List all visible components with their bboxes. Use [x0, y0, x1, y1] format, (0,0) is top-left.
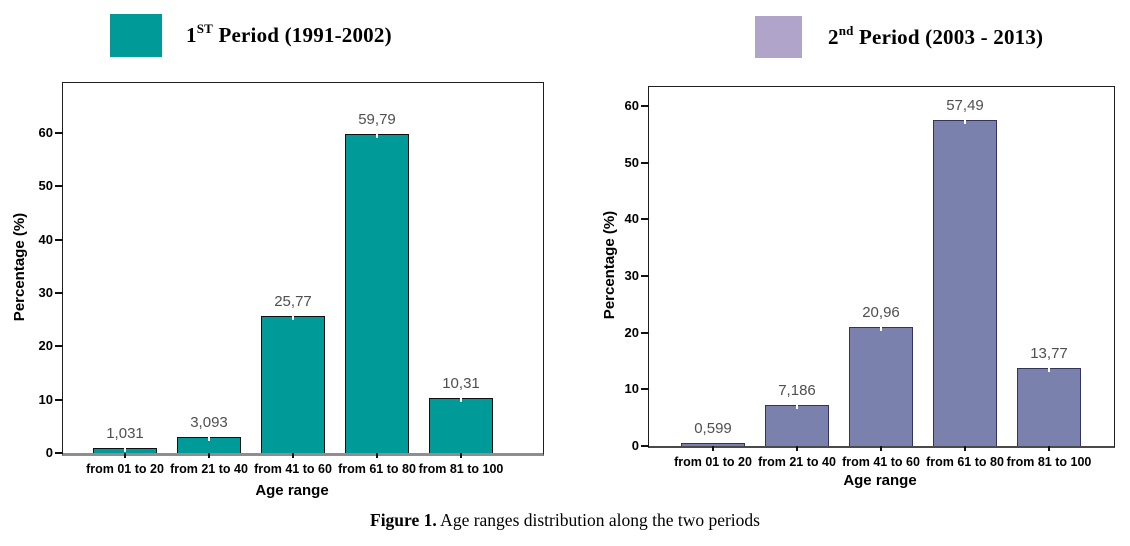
y-tick-label: 10: [624, 381, 639, 397]
x-category-label: from 21 to 40: [170, 462, 248, 476]
y-tick-label: 50: [38, 178, 53, 194]
y-tick-label: 60: [624, 98, 639, 113]
figure-caption: Figure 1. Age ranges distribution along …: [0, 510, 1130, 531]
legend-number: 2: [828, 24, 839, 49]
x-category-label: from 41 to 60: [254, 462, 332, 476]
y-tick-label: 50: [624, 154, 639, 170]
y-tick-label: 60: [38, 125, 53, 140]
y-tick-mark: [55, 132, 63, 134]
bar: [1017, 367, 1081, 446]
bar: [429, 398, 493, 453]
x-axis-title: Age range: [255, 482, 329, 499]
bar-value-label: 25,77: [274, 292, 312, 310]
bar-top-notch: [376, 134, 378, 139]
bar: [849, 327, 913, 446]
x-category-label: from 81 to 100: [1006, 455, 1092, 469]
second-period-color-swatch: [755, 16, 802, 58]
x-tick-mark: [1048, 446, 1050, 451]
legend-text: Period (1991-2002): [213, 23, 392, 47]
x-axis-title: Age range: [843, 472, 917, 489]
y-tick-mark: [55, 452, 63, 454]
x-category-label: from 01 to 20: [674, 455, 752, 469]
x-tick-mark: [880, 446, 882, 451]
y-tick-label: 20: [38, 338, 53, 354]
x-tick-mark: [124, 453, 126, 458]
y-tick-mark: [55, 185, 63, 188]
x-category-label: from 41 to 60: [842, 455, 920, 469]
y-tick-mark: [641, 161, 649, 164]
y-tick-label: 30: [38, 285, 53, 300]
bar-top-notch: [1048, 367, 1050, 372]
legend-number: 1: [186, 23, 197, 47]
bar-value-label: 20,96: [862, 304, 900, 322]
x-tick-mark: [460, 453, 462, 458]
x-tick-mark: [796, 446, 798, 451]
y-tick-label: 40: [624, 211, 639, 227]
bar-top-notch: [292, 315, 294, 320]
y-tick-label: 0: [631, 438, 639, 453]
x-tick-mark: [292, 453, 294, 458]
bar: [933, 120, 997, 446]
legend-text: Period (2003 - 2013): [853, 24, 1044, 49]
y-tick-mark: [55, 292, 63, 294]
bar-top-notch: [964, 120, 966, 125]
y-tick-mark: [641, 445, 649, 447]
x-category-label: from 61 to 80: [926, 455, 1004, 469]
y-tick-mark: [641, 388, 649, 391]
y-tick-mark: [641, 275, 649, 277]
legend-ordinal-suffix: nd: [838, 22, 854, 38]
bar-value-label: 3,093: [190, 413, 228, 431]
y-tick-mark: [55, 398, 63, 401]
bar: [765, 405, 829, 446]
bar-value-label: 57,49: [946, 97, 984, 115]
bar: [681, 442, 745, 446]
y-tick-label: 30: [624, 268, 639, 283]
first-period-label: 1ST Period (1991-2002): [186, 21, 392, 48]
legend-item-first-period: 1ST Period (1991-2002): [110, 14, 392, 57]
legend-ordinal-suffix: ST: [196, 21, 214, 36]
plot-area: 0 10 20 30 40 50 60 0,599 from 01 to 20 7,186 from…: [625, 86, 1115, 469]
x-category-label: from 21 to 40: [758, 455, 836, 469]
bar-value-label: 1,031: [106, 424, 144, 442]
y-tick-label: 10: [38, 391, 53, 407]
y-tick-label: 40: [38, 231, 53, 247]
x-tick-mark: [964, 446, 966, 451]
x-tick-mark: [376, 453, 378, 458]
figure-caption-text: Age ranges distribution along the two pe…: [436, 510, 760, 530]
y-axis-title: Percentage (%): [11, 212, 28, 322]
bar-top-notch: [880, 327, 882, 332]
x-category-label: from 01 to 20: [86, 462, 164, 476]
bar-top-notch: [460, 398, 462, 403]
bar-value-label: 59,79: [358, 111, 396, 129]
bar: [261, 315, 325, 453]
x-tick-mark: [208, 453, 210, 458]
y-tick-mark: [55, 238, 63, 241]
bar-value-label: 10,31: [442, 375, 480, 393]
x-category-label: from 61 to 80: [338, 462, 416, 476]
first-period-color-swatch: [110, 14, 162, 57]
second-period-label: 2nd Period (2003 - 2013): [828, 22, 1044, 50]
y-tick-mark: [55, 345, 63, 348]
x-category-label: from 81 to 100: [418, 462, 504, 476]
chart-first-period: Percentage (%) 0 10 20 30 40 50 60 1,031 from 01…: [0, 70, 565, 516]
bar-top-notch: [124, 447, 126, 452]
y-tick-mark: [641, 218, 649, 221]
plot-area: 0 10 20 30 40 50 60 1,031 from 01 to 20 3,093 from…: [39, 82, 544, 476]
chart-second-period: Percentage (%) 0 10 20 30 40 50 60 0,599 from 01…: [586, 70, 1130, 516]
bar-top-notch: [796, 405, 798, 410]
y-tick-mark: [641, 331, 649, 334]
bar-value-label: 7,186: [778, 382, 816, 400]
bar: [345, 134, 409, 453]
bar-top-notch: [208, 436, 210, 441]
y-tick-label: 20: [624, 324, 639, 340]
bar-value-label: 13,77: [1030, 344, 1068, 362]
figure-caption-number: Figure 1.: [370, 510, 437, 530]
x-tick-mark: [712, 446, 714, 451]
y-tick-mark: [641, 105, 649, 107]
bar-value-label: 0,599: [694, 419, 732, 437]
legend-item-second-period: 2nd Period (2003 - 2013): [755, 16, 1043, 58]
y-tick-label: 0: [45, 445, 53, 460]
